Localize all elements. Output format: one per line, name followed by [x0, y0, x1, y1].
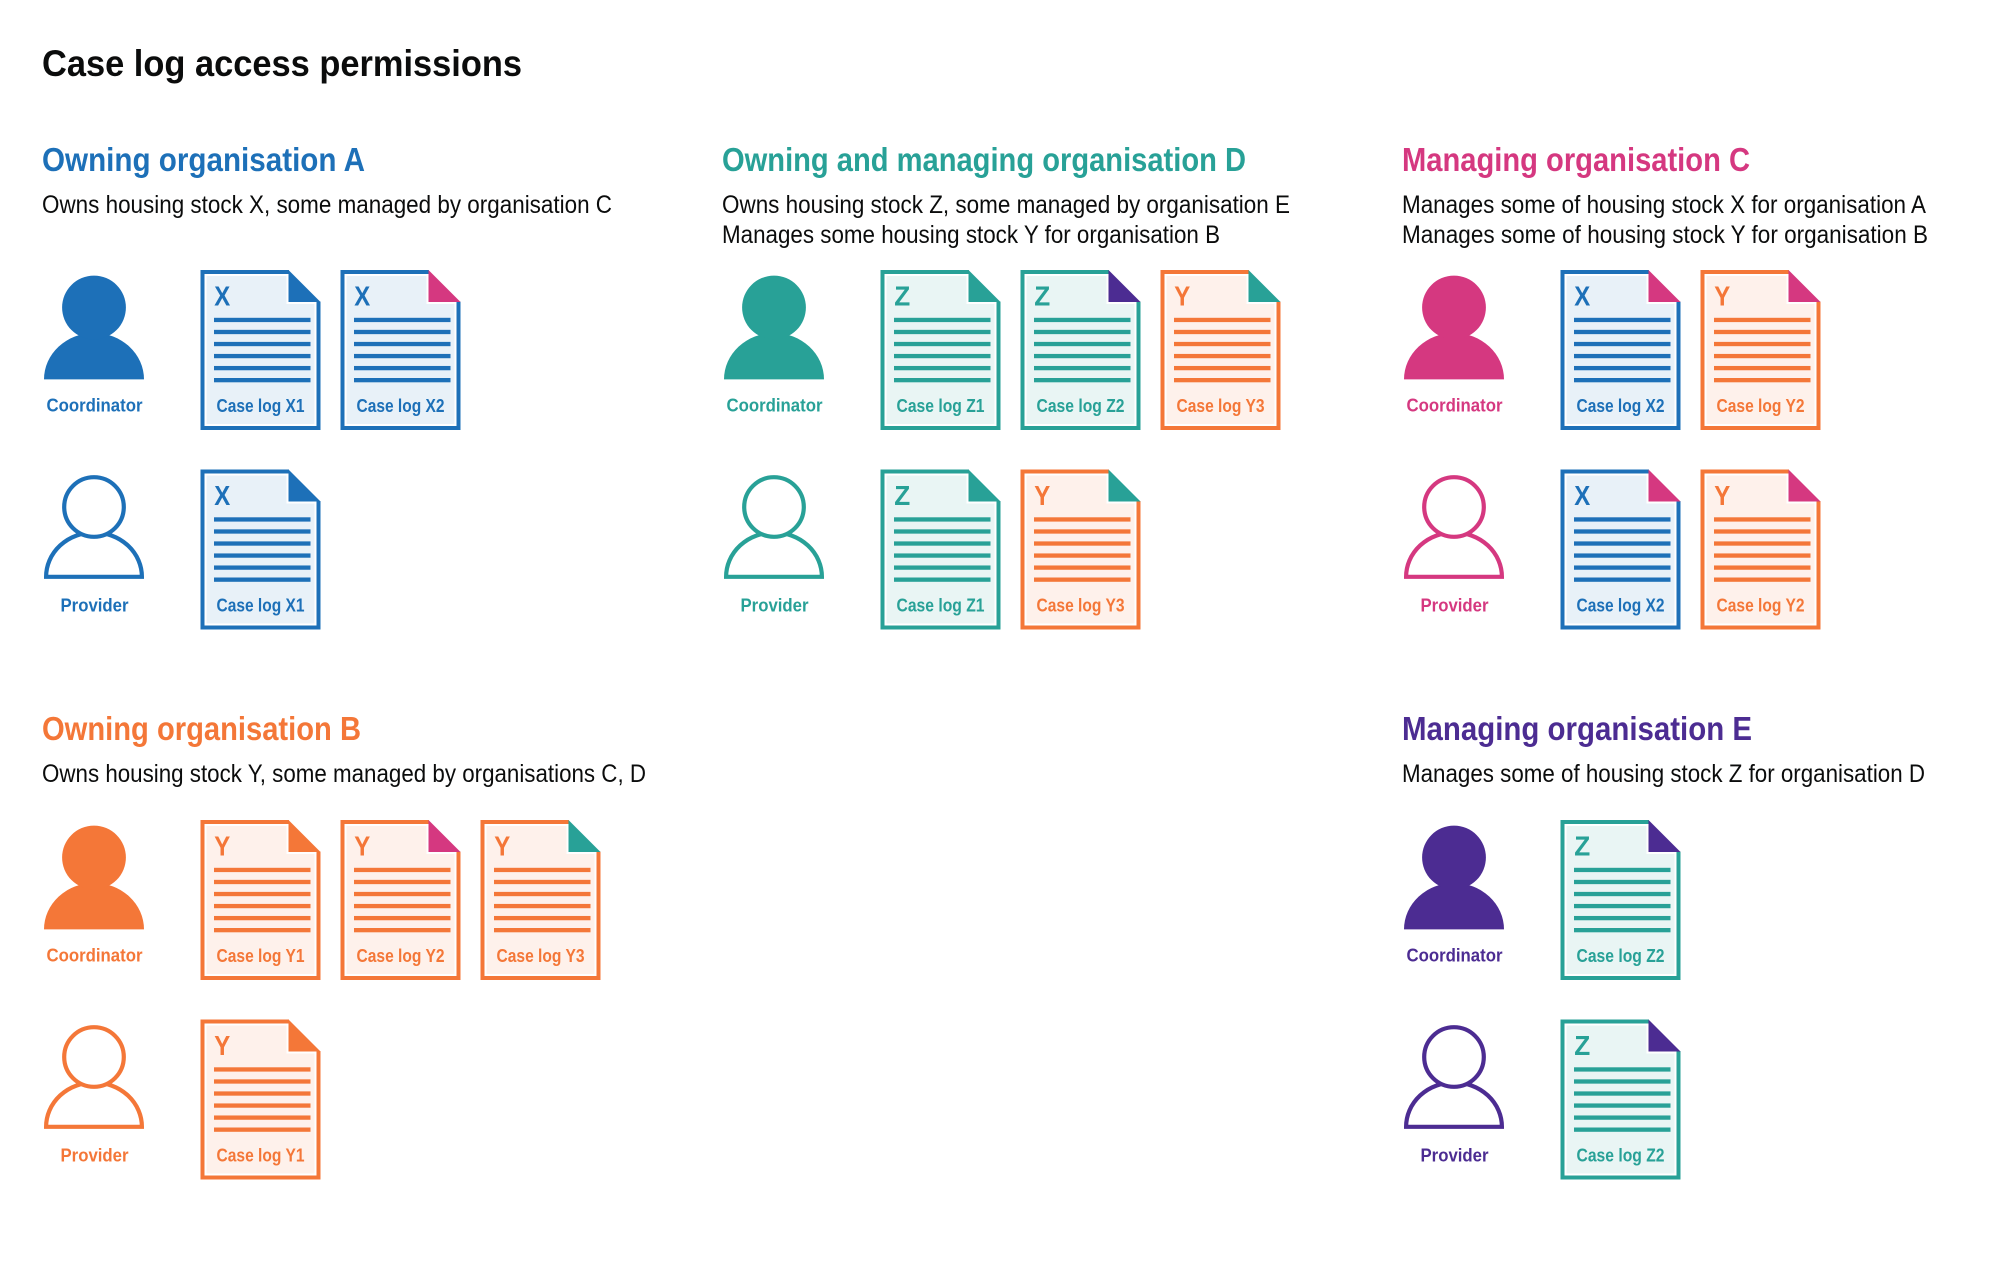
svg-text:Z: Z [1034, 281, 1050, 312]
svg-text:Owns housing stock X, some man: Owns housing stock X, some managed by or… [42, 191, 612, 219]
svg-text:Case log Y3: Case log Y3 [497, 946, 585, 966]
svg-text:Managing organisation E: Managing organisation E [1402, 710, 1752, 747]
svg-text:Coordinator: Coordinator [1407, 395, 1503, 415]
svg-text:Case log X2: Case log X2 [357, 396, 445, 416]
svg-text:Y: Y [214, 831, 230, 862]
svg-text:Owning organisation B: Owning organisation B [42, 710, 361, 747]
svg-text:Case log Z2: Case log Z2 [1577, 1146, 1665, 1166]
svg-text:Owning and managing organisati: Owning and managing organisation D [722, 141, 1246, 178]
svg-text:Owns housing stock Y, some man: Owns housing stock Y, some managed by or… [42, 760, 646, 788]
svg-text:Case log Y3: Case log Y3 [1177, 396, 1265, 416]
svg-text:Manages some of housing stock: Manages some of housing stock Y for orga… [1402, 221, 1928, 249]
svg-text:Case log Y3: Case log Y3 [1037, 596, 1125, 616]
svg-text:Provider: Provider [1421, 1146, 1489, 1166]
svg-text:Y: Y [1714, 281, 1730, 312]
svg-text:Case log Z2: Case log Z2 [1037, 396, 1125, 416]
svg-text:Case log Z1: Case log Z1 [897, 596, 985, 616]
svg-text:Owning organisation A: Owning organisation A [42, 141, 365, 178]
svg-text:Z: Z [1574, 831, 1590, 862]
svg-text:Case log Z1: Case log Z1 [897, 396, 985, 416]
svg-text:Case log X2: Case log X2 [1577, 396, 1665, 416]
svg-text:Y: Y [1174, 281, 1190, 312]
svg-text:Provider: Provider [741, 596, 809, 616]
svg-text:Coordinator: Coordinator [727, 395, 823, 415]
svg-text:Case log Y2: Case log Y2 [1717, 596, 1805, 616]
svg-text:Coordinator: Coordinator [1407, 945, 1503, 965]
svg-text:Case log Y1: Case log Y1 [217, 946, 305, 966]
svg-text:Provider: Provider [61, 596, 129, 616]
svg-text:Coordinator: Coordinator [47, 945, 143, 965]
svg-text:X: X [214, 281, 230, 312]
svg-text:Z: Z [894, 281, 910, 312]
svg-text:Managing organisation C: Managing organisation C [1402, 141, 1750, 178]
svg-text:Y: Y [494, 831, 510, 862]
svg-text:Owns housing stock Z, some man: Owns housing stock Z, some managed by or… [722, 191, 1290, 219]
svg-text:Y: Y [354, 831, 370, 862]
svg-text:X: X [354, 281, 370, 312]
svg-text:Z: Z [1574, 1030, 1590, 1061]
svg-text:Case log access permissions: Case log access permissions [42, 42, 522, 84]
svg-text:Manages some of housing stock: Manages some of housing stock Z for orga… [1402, 760, 1925, 788]
svg-text:Case log X1: Case log X1 [217, 396, 305, 416]
svg-text:Case log X1: Case log X1 [217, 596, 305, 616]
svg-text:Provider: Provider [61, 1146, 129, 1166]
svg-text:Y: Y [214, 1030, 230, 1061]
svg-text:Case log X2: Case log X2 [1577, 596, 1665, 616]
svg-text:Y: Y [1034, 480, 1050, 511]
svg-text:Coordinator: Coordinator [47, 395, 143, 415]
svg-text:X: X [1574, 480, 1590, 511]
svg-text:Z: Z [894, 480, 910, 511]
svg-text:Case log Z2: Case log Z2 [1577, 946, 1665, 966]
svg-text:X: X [1574, 281, 1590, 312]
svg-text:Case log Y1: Case log Y1 [217, 1146, 305, 1166]
svg-text:Case log Y2: Case log Y2 [1717, 396, 1805, 416]
svg-text:Manages some of housing stock: Manages some of housing stock X for orga… [1402, 191, 1926, 219]
svg-text:Case log Y2: Case log Y2 [357, 946, 445, 966]
svg-text:Manages some housing stock Y f: Manages some housing stock Y for organis… [722, 221, 1220, 249]
svg-text:Y: Y [1714, 480, 1730, 511]
svg-text:Provider: Provider [1421, 596, 1489, 616]
svg-text:X: X [214, 480, 230, 511]
